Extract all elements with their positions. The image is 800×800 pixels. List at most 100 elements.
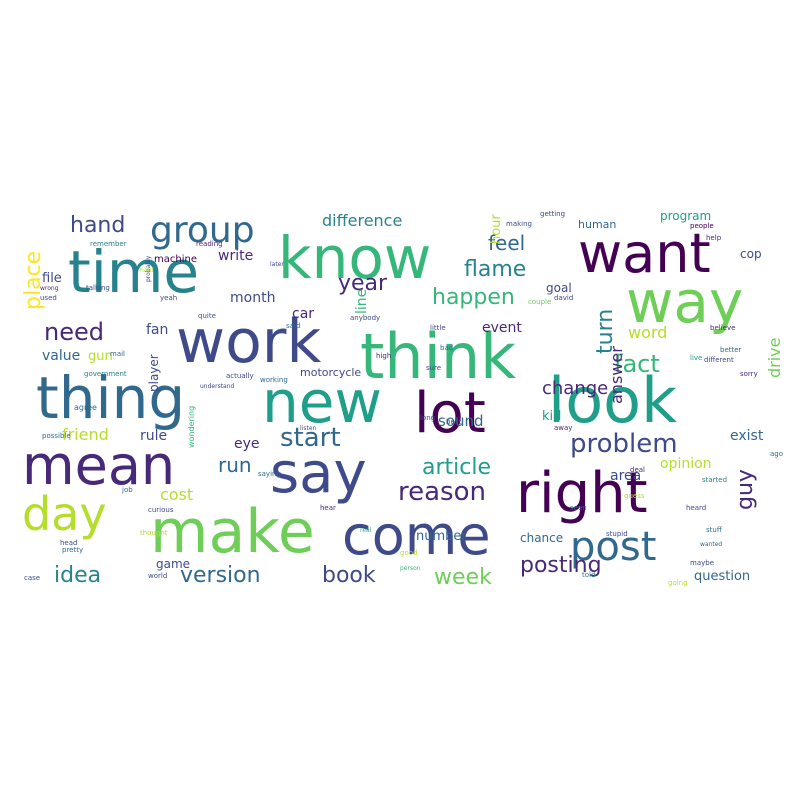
word-best: best [446, 418, 461, 426]
word-program: program [660, 209, 711, 223]
word-hear: hear [320, 504, 336, 512]
word-think: think [360, 320, 516, 393]
word-people: people [690, 222, 714, 230]
word-know: know [278, 224, 431, 292]
word-good: good [400, 549, 417, 557]
word-making: making [506, 220, 532, 228]
word-idea: idea [54, 563, 101, 588]
word-look: look [548, 364, 677, 437]
word-sound: sound [438, 412, 484, 430]
word-gun: gun [88, 349, 113, 364]
word-wrong: wrong [40, 285, 59, 292]
word-cop: cop [740, 247, 762, 261]
word-remember: remember [90, 240, 127, 248]
word-getting: getting [540, 210, 565, 218]
word-human: human [578, 218, 616, 231]
word-thing: thing [36, 364, 185, 432]
word-heard: heard [686, 504, 706, 512]
word-article: article [422, 455, 491, 480]
word-time: time [68, 238, 199, 306]
word-new: new [262, 368, 382, 436]
word-write: write [218, 248, 253, 264]
word-working: working [260, 376, 288, 384]
word-probably: probably [145, 255, 152, 282]
word-opinion: opinion [660, 456, 712, 472]
word-mean: mean [22, 434, 175, 497]
word-area: area [610, 468, 641, 484]
word-government: government [84, 370, 127, 378]
word-goal: goal [546, 281, 572, 295]
word-head: head [60, 539, 77, 547]
word-feel: feel [488, 231, 525, 255]
word-player: player [147, 354, 161, 392]
word-version: version [180, 563, 261, 588]
word-listen: listen [300, 425, 317, 432]
word-later: later [270, 261, 284, 268]
word-stupid: stupid [606, 530, 628, 538]
word-understand: understand [200, 383, 235, 390]
word-work: work [176, 307, 321, 377]
word-chance: chance [520, 531, 563, 545]
word-game: game [156, 557, 190, 571]
word-stuff: stuff [706, 526, 722, 534]
word-help: help [706, 234, 722, 242]
word-wanted: wanted [700, 541, 722, 548]
word-need: need [44, 318, 104, 346]
word-case: case [24, 574, 40, 582]
word-line: line [354, 289, 370, 314]
word-reason: reason [398, 477, 486, 507]
word-run: run [218, 453, 252, 477]
word-place: place [21, 251, 46, 310]
word-flame: flame [464, 257, 526, 282]
word-real: real [360, 527, 372, 534]
word-problem: problem [570, 429, 678, 459]
word-machine: machine [154, 254, 197, 265]
word-reading: reading [196, 240, 223, 248]
word-yeah: yeah [160, 294, 177, 302]
word-david: david [554, 294, 573, 302]
word-away: away [554, 424, 572, 432]
word-guess: guess [624, 492, 645, 500]
word-job: job [121, 486, 133, 494]
word-cost: cost [160, 485, 193, 504]
word-mail: mail [110, 350, 125, 358]
word-curious: curious [148, 506, 174, 514]
word-said: said [286, 322, 300, 330]
word-talking: talking [86, 284, 110, 292]
word-sorry: sorry [740, 370, 758, 378]
word-long: long [420, 414, 435, 422]
word-drive: drive [765, 338, 784, 379]
word-happen: happen [432, 285, 515, 310]
word-pretty: pretty [62, 546, 83, 554]
word-month: month [230, 290, 275, 306]
word-posting: posting [520, 553, 602, 578]
word-year: year [338, 271, 388, 296]
word-say: say [270, 441, 367, 506]
word-car: car [292, 306, 314, 322]
word-maybe: maybe [690, 559, 714, 567]
word-number: number [416, 529, 467, 544]
word-started: started [702, 476, 727, 484]
word-post: post [570, 524, 656, 570]
word-better: better [720, 346, 742, 354]
word-fan: fan [146, 322, 168, 338]
word-eye: eye [234, 436, 260, 452]
word-make: make [150, 497, 315, 567]
word-kid: kid [542, 409, 561, 424]
word-told: told [582, 571, 595, 579]
word-actually: actually [226, 372, 254, 380]
word-fact: fact [614, 350, 660, 378]
word-ago: ago [770, 450, 783, 458]
word-week: week [434, 565, 492, 590]
word-value: value [42, 348, 80, 364]
word-event: event [482, 320, 522, 336]
word-quite: quite [198, 312, 216, 320]
word-deal: deal [630, 466, 645, 474]
word-person: person [400, 565, 421, 572]
word-possible: possible [42, 432, 71, 440]
word-hour: hour [489, 214, 504, 244]
word-going: going [668, 579, 688, 587]
word-believe: believe [710, 324, 735, 332]
